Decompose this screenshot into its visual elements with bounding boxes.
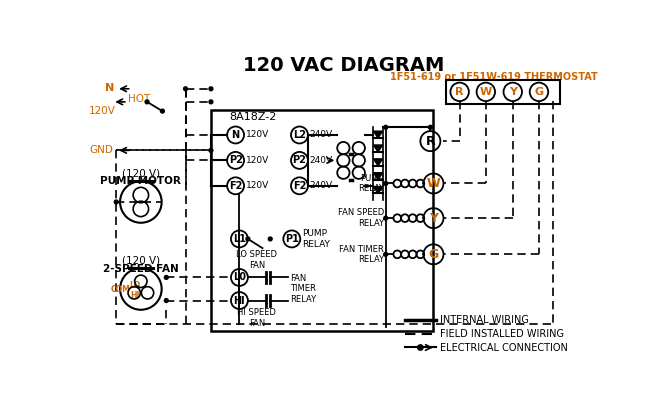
Text: FAN
TIMER
RELAY: FAN TIMER RELAY: [290, 274, 316, 304]
Text: HI SPEED
FAN: HI SPEED FAN: [237, 308, 276, 328]
Circle shape: [268, 237, 272, 241]
Text: PUMP
RELAY: PUMP RELAY: [302, 229, 330, 248]
Circle shape: [384, 216, 388, 220]
Circle shape: [417, 345, 423, 350]
Text: (120 V): (120 V): [122, 256, 160, 266]
Text: 120V: 120V: [246, 156, 269, 165]
Text: Y: Y: [509, 87, 517, 97]
Text: FAN TIMER
RELAY: FAN TIMER RELAY: [340, 245, 384, 264]
Text: 2-SPEED FAN: 2-SPEED FAN: [103, 264, 179, 274]
Circle shape: [209, 87, 213, 91]
Text: 240V: 240V: [310, 181, 332, 190]
Text: 120V: 120V: [246, 181, 269, 190]
Text: FAN SPEED
RELAY: FAN SPEED RELAY: [338, 208, 384, 228]
Text: LO: LO: [129, 281, 140, 290]
Text: R: R: [456, 87, 464, 97]
Text: G: G: [535, 87, 543, 97]
Text: P1: P1: [285, 234, 299, 244]
Polygon shape: [373, 159, 383, 166]
Polygon shape: [373, 145, 383, 152]
Circle shape: [184, 87, 188, 91]
Text: Y: Y: [429, 212, 438, 225]
Text: PUMP
RELAY: PUMP RELAY: [358, 174, 384, 193]
Circle shape: [209, 100, 213, 104]
Text: L0: L0: [233, 272, 246, 282]
Text: HI: HI: [130, 291, 139, 300]
Text: COM: COM: [111, 285, 131, 294]
Text: ELECTRICAL CONNECTION: ELECTRICAL CONNECTION: [440, 342, 567, 352]
Text: R: R: [425, 134, 436, 147]
Text: W: W: [480, 87, 492, 97]
Text: LO SPEED
FAN: LO SPEED FAN: [237, 250, 277, 270]
Text: INTERNAL WIRING: INTERNAL WIRING: [440, 315, 529, 325]
Circle shape: [145, 100, 149, 104]
Polygon shape: [373, 131, 383, 138]
Text: 1F51-619 or 1F51W-619 THERMOSTAT: 1F51-619 or 1F51W-619 THERMOSTAT: [390, 72, 598, 82]
Circle shape: [384, 252, 388, 256]
Text: PUMP MOTOR: PUMP MOTOR: [100, 176, 182, 186]
Circle shape: [428, 125, 432, 129]
Text: F2: F2: [293, 181, 306, 191]
Text: FIELD INSTALLED WIRING: FIELD INSTALLED WIRING: [440, 328, 563, 339]
Text: GND: GND: [89, 145, 113, 155]
Text: N: N: [232, 130, 240, 140]
Text: 8A18Z-2: 8A18Z-2: [230, 112, 277, 122]
Text: P2: P2: [228, 155, 243, 166]
Text: 240V: 240V: [310, 130, 332, 140]
Circle shape: [164, 299, 168, 303]
Text: G: G: [428, 248, 439, 261]
Bar: [211, 110, 433, 331]
Text: P2: P2: [293, 155, 306, 166]
Polygon shape: [373, 186, 383, 194]
Text: 120V: 120V: [89, 106, 116, 116]
Circle shape: [246, 237, 250, 241]
Text: 240V: 240V: [310, 156, 332, 165]
Circle shape: [161, 109, 164, 113]
Circle shape: [164, 276, 168, 279]
Circle shape: [209, 148, 213, 152]
Circle shape: [115, 200, 118, 204]
Text: 120V: 120V: [246, 130, 269, 140]
Text: HI: HI: [234, 295, 245, 305]
Text: L1: L1: [233, 234, 246, 244]
Bar: [446, 80, 559, 104]
Polygon shape: [373, 173, 383, 180]
Text: (120 V): (120 V): [122, 168, 160, 178]
Circle shape: [384, 125, 388, 129]
Text: L2: L2: [293, 130, 306, 140]
Circle shape: [384, 181, 388, 186]
Text: 120 VAC DIAGRAM: 120 VAC DIAGRAM: [243, 57, 444, 75]
Text: F2: F2: [229, 181, 243, 191]
Text: W: W: [427, 177, 440, 190]
Text: N: N: [105, 83, 114, 93]
Text: HOT: HOT: [128, 94, 151, 104]
